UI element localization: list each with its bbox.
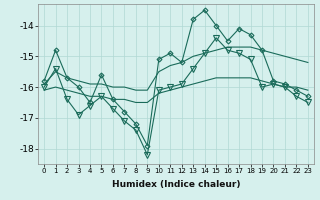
X-axis label: Humidex (Indice chaleur): Humidex (Indice chaleur) <box>112 180 240 189</box>
